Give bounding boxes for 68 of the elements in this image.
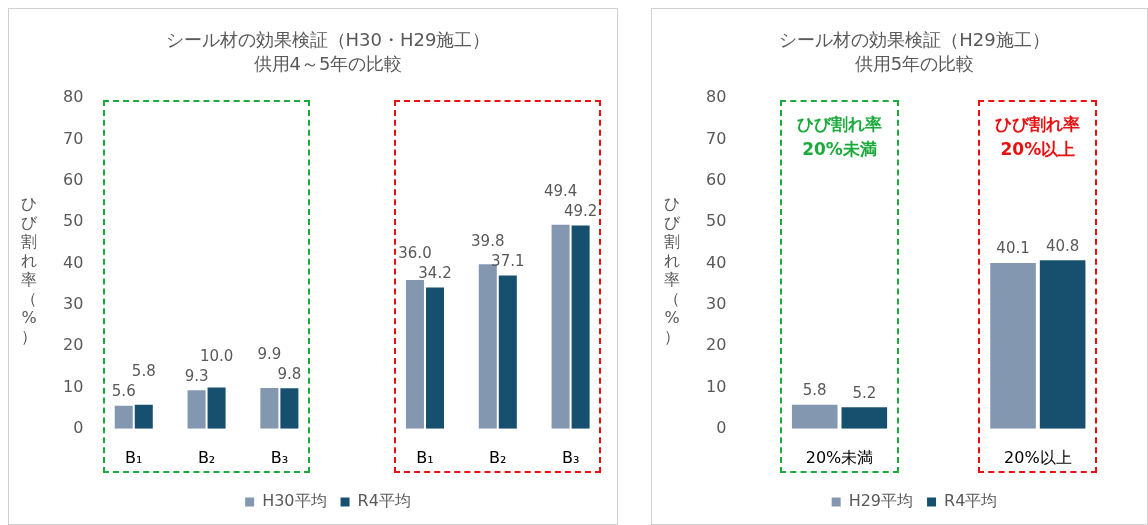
y-tick-label: 70 [706, 128, 727, 148]
data-label: 40.1 [996, 239, 1030, 258]
data-label: 37.1 [491, 251, 525, 270]
y-axis-title: ひび割れ率（%） [20, 194, 38, 346]
chart-title: シール材の効果検証（H29施工） [779, 29, 1050, 51]
data-label: 49.4 [543, 181, 578, 200]
x-tick-label: B₁ [125, 447, 143, 467]
y-tick-label: 50 [63, 211, 84, 231]
bar [207, 387, 226, 429]
bar [425, 287, 445, 429]
y-tick-label: 50 [706, 211, 727, 231]
text: ひび割れ率 [995, 114, 1081, 135]
x-tick-label: B₃ [270, 447, 289, 467]
data-label: 5.2 [852, 383, 877, 402]
bar [990, 263, 1036, 429]
chart-title: シール材の効果検証（H30・H29施工） [165, 29, 491, 51]
bar [1039, 260, 1086, 429]
y-tick-label: 80 [63, 87, 84, 107]
y-tick-label: 60 [706, 170, 727, 190]
data-label: 10.0 [199, 346, 234, 365]
x-tick-label: B₂ [489, 447, 507, 467]
bar [114, 405, 133, 429]
bar [280, 388, 299, 429]
y-tick-label: 80 [706, 87, 727, 107]
y-tick-label: 0 [716, 417, 727, 437]
bar [478, 264, 497, 429]
y-tick-label: 40 [63, 252, 84, 272]
y-axis-title: ひび割れ率（%） [663, 194, 681, 346]
legend-label: H30平均 [262, 491, 327, 511]
x-tick-label: B₁ [416, 447, 434, 467]
y-tick-label: 40 [706, 252, 727, 272]
y-tick-label: 30 [63, 293, 84, 313]
bar [134, 404, 153, 429]
bar [498, 275, 517, 429]
bar [551, 224, 570, 429]
legend-label: R4平均 [944, 491, 998, 511]
data-label: 9.9 [257, 344, 282, 363]
data-label: 5.8 [131, 362, 156, 381]
x-tick-label: B₂ [197, 447, 216, 467]
data-label: 39.8 [471, 231, 505, 250]
text: ひび割れ率 [797, 114, 882, 135]
bar [571, 225, 590, 429]
bar [260, 387, 279, 429]
y-tick-label: 30 [706, 293, 727, 313]
data-label: 36.0 [398, 243, 432, 262]
data-label: 5.8 [802, 381, 827, 400]
y-tick-label: 60 [63, 170, 84, 190]
chart-subtitle: 供用5年の比較 [854, 53, 975, 75]
data-label: 40.8 [1045, 236, 1080, 255]
bar [791, 404, 838, 429]
data-label: 34.2 [418, 263, 452, 282]
chart-subtitle: 供用4～5年の比較 [253, 53, 403, 75]
x-tick-label: B₃ [561, 447, 580, 467]
y-tick-label: 20 [63, 335, 84, 355]
data-label: 9.8 [277, 364, 302, 383]
bar [405, 280, 424, 429]
legend-label: R4平均 [357, 491, 411, 511]
bar [841, 407, 888, 429]
legend-label: H29平均 [848, 491, 914, 511]
data-label: 5.6 [111, 382, 136, 401]
bar [187, 390, 206, 429]
y-tick-label: 70 [63, 128, 84, 148]
y-tick-label: 10 [63, 376, 84, 396]
y-tick-label: 10 [706, 376, 727, 396]
y-tick-label: 20 [706, 335, 727, 355]
data-label: 49.2 [563, 201, 598, 220]
y-tick-label: 0 [73, 417, 84, 437]
data-label: 9.3 [184, 366, 209, 385]
